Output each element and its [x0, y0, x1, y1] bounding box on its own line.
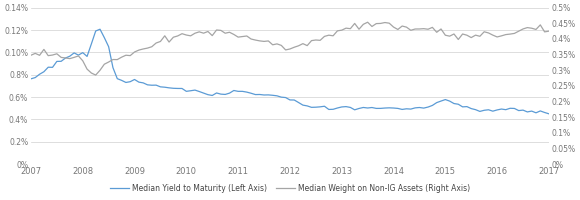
- Legend: Median Yield to Maturity (Left Axis), Median Weight on Non-IG Assets (Right Axis: Median Yield to Maturity (Left Axis), Me…: [107, 181, 473, 196]
- Median Yield to Maturity (Left Axis): [96, 28, 103, 30]
- Median Yield to Maturity (Left Axis): [79, 51, 86, 54]
- Median Weight on Non-IG Assets (Right Axis): [153, 42, 160, 44]
- Median Yield to Maturity (Left Axis): [27, 78, 34, 80]
- Median Weight on Non-IG Assets (Right Axis): [27, 54, 34, 56]
- Median Weight on Non-IG Assets (Right Axis): [520, 28, 527, 30]
- Line: Median Weight on Non-IG Assets (Right Axis): Median Weight on Non-IG Assets (Right Ax…: [31, 22, 549, 75]
- Median Weight on Non-IG Assets (Right Axis): [356, 28, 362, 30]
- Median Yield to Maturity (Left Axis): [515, 109, 522, 112]
- Median Yield to Maturity (Left Axis): [545, 113, 552, 115]
- Median Weight on Non-IG Assets (Right Axis): [252, 39, 259, 41]
- Median Weight on Non-IG Assets (Right Axis): [79, 60, 86, 62]
- Median Weight on Non-IG Assets (Right Axis): [92, 74, 99, 76]
- Median Yield to Maturity (Left Axis): [382, 107, 389, 109]
- Line: Median Yield to Maturity (Left Axis): Median Yield to Maturity (Left Axis): [31, 29, 549, 114]
- Median Yield to Maturity (Left Axis): [252, 93, 259, 96]
- Median Weight on Non-IG Assets (Right Axis): [545, 30, 552, 32]
- Median Weight on Non-IG Assets (Right Axis): [364, 21, 371, 23]
- Median Weight on Non-IG Assets (Right Axis): [386, 22, 393, 24]
- Median Yield to Maturity (Left Axis): [356, 107, 362, 110]
- Median Yield to Maturity (Left Axis): [153, 84, 160, 86]
